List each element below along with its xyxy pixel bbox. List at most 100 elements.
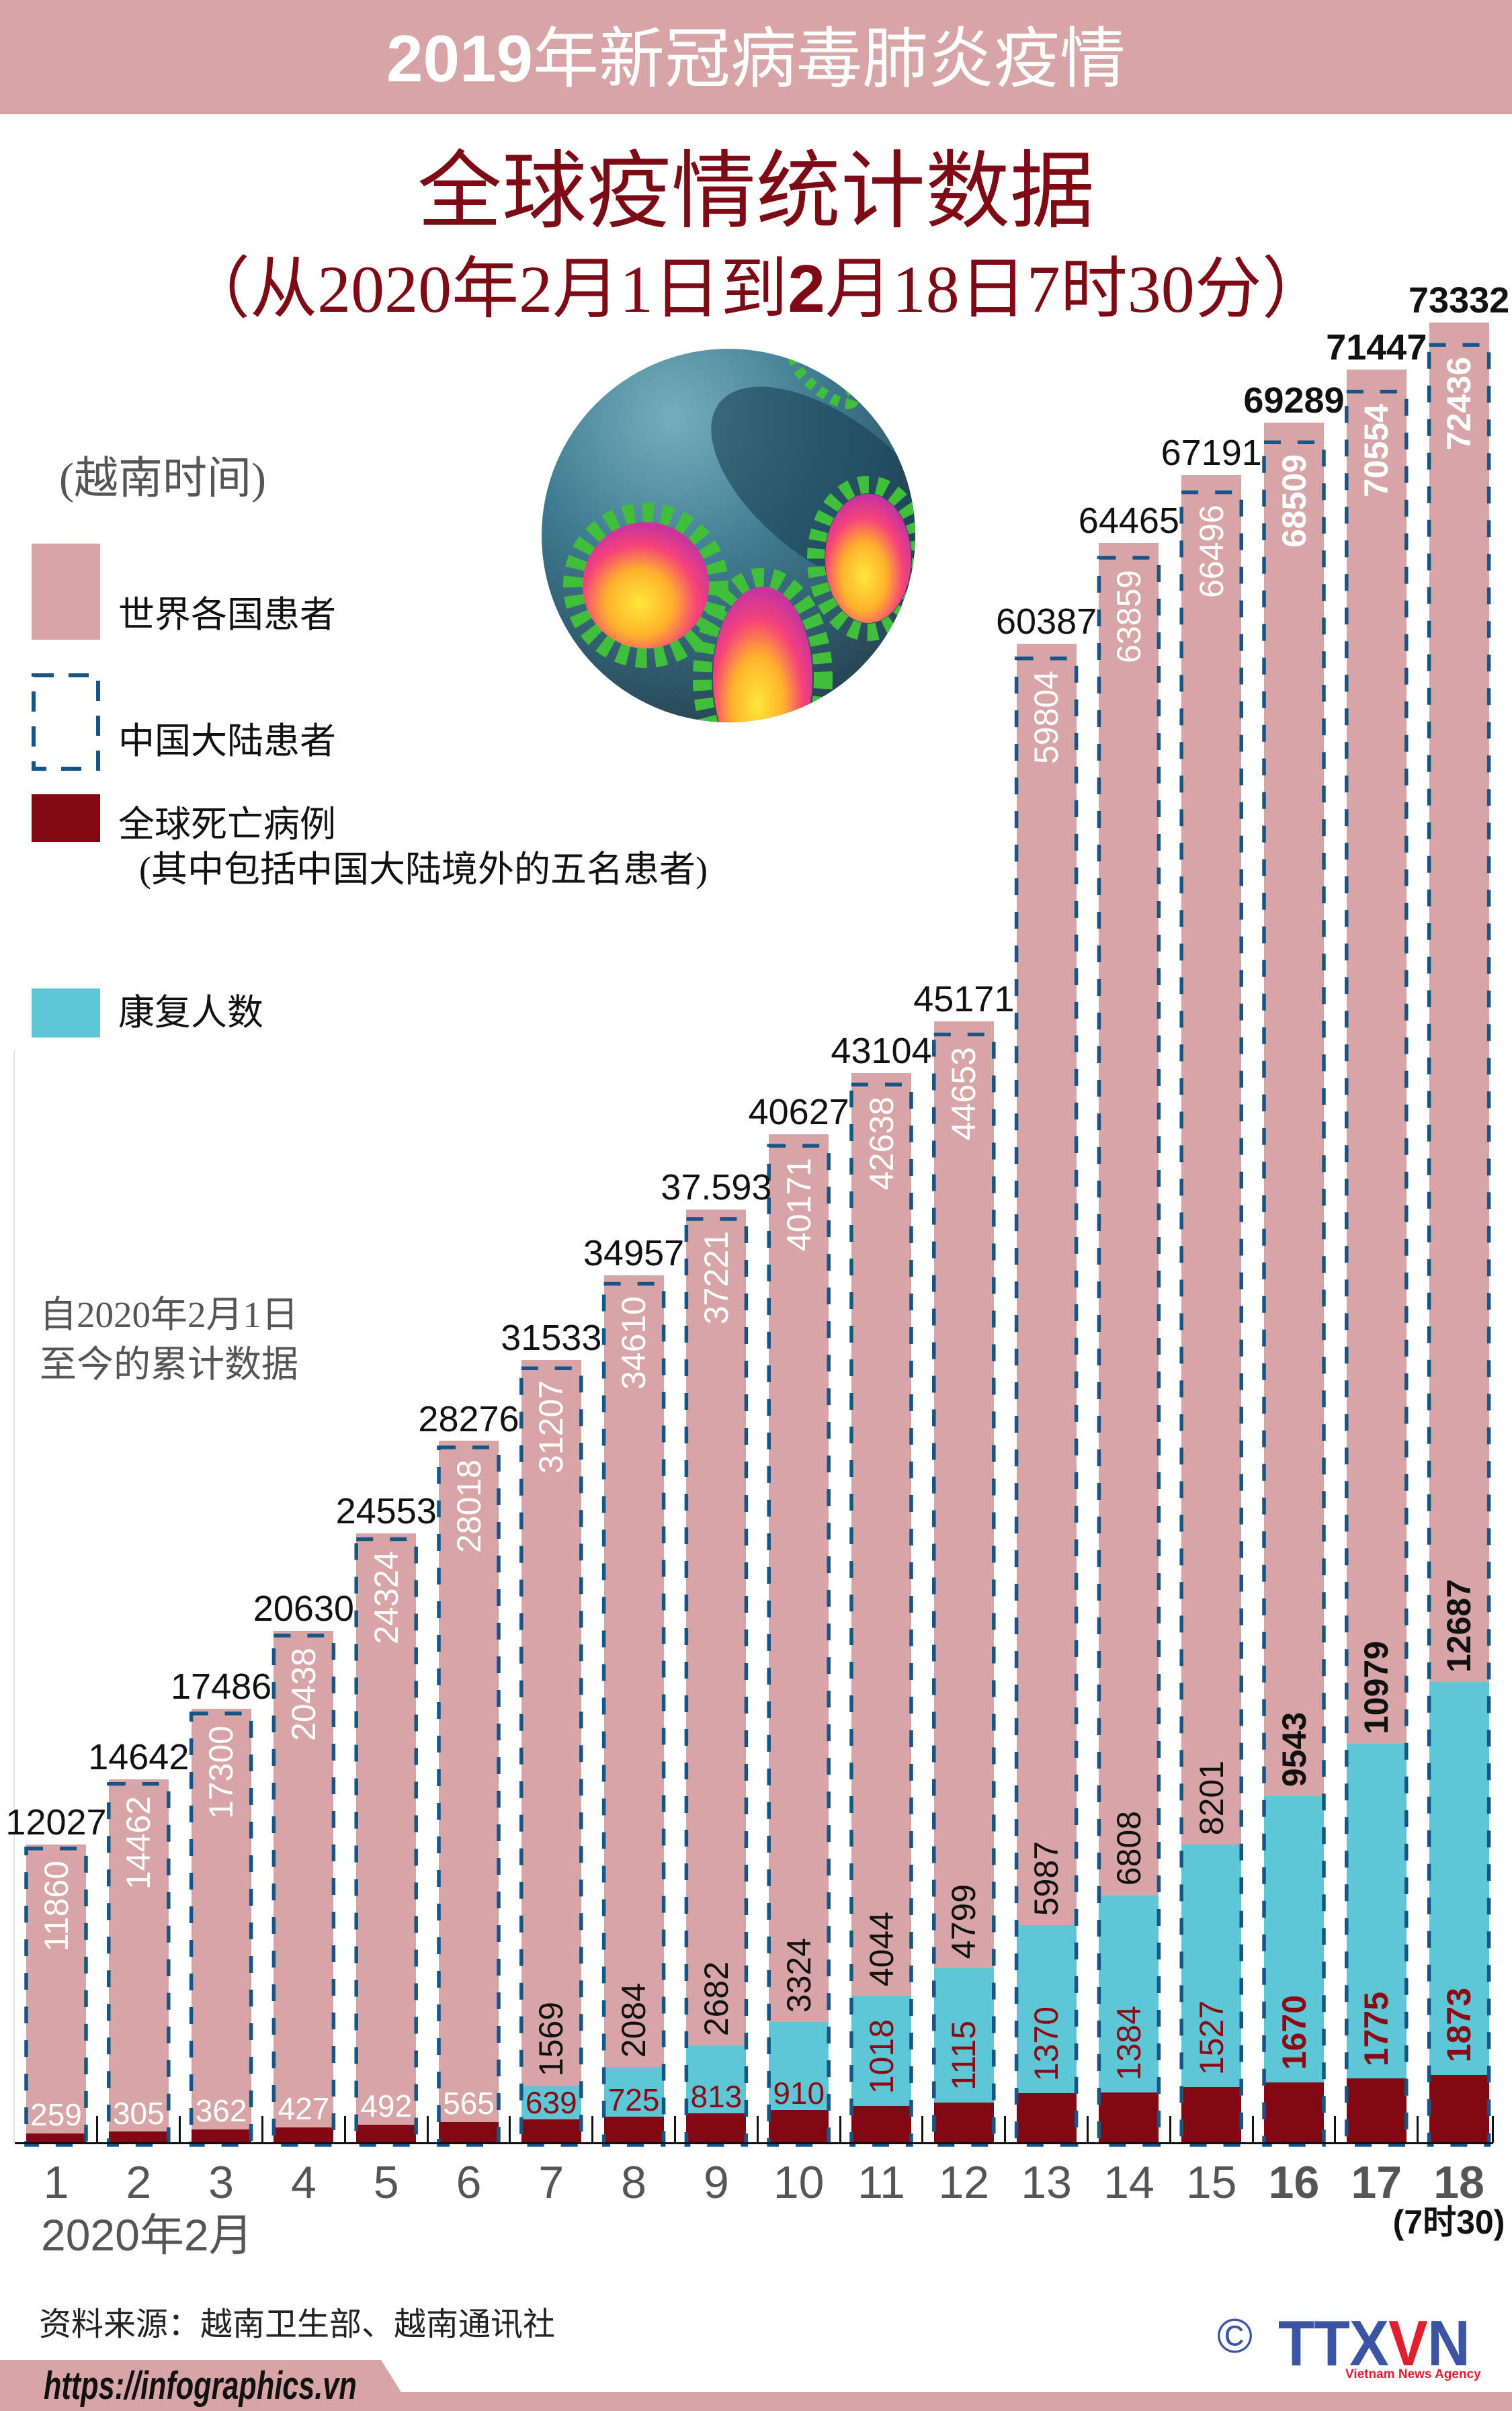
subtitle-bold: 2 — [788, 251, 825, 327]
china-label: 59804 — [1027, 670, 1066, 764]
bar-world-cases-day-1 — [26, 1844, 86, 2143]
china-outline-day-10 — [767, 1144, 831, 2147]
x-axis-line — [15, 2142, 1493, 2144]
logo-tagline: Vietnam News Agency — [1345, 2367, 1481, 2381]
legend-label-deaths: 全球死亡病例 — [118, 804, 336, 845]
death-label: 305 — [112, 2095, 165, 2131]
bar-deaths-day-3 — [191, 2129, 251, 2143]
legend-label-world-cases: 世界各国患者 — [118, 595, 336, 635]
bar-recovered-day-15 — [1181, 1845, 1242, 2143]
china-label: 24324 — [367, 1551, 405, 1645]
axis-tick — [261, 2116, 263, 2143]
x-axis-label-day-9: 9 — [703, 2157, 729, 2208]
bar-world-cases-day-8 — [603, 1275, 664, 2143]
china-outline-day-2 — [107, 1782, 171, 2147]
bar-recovered-day-18 — [1429, 1681, 1489, 2143]
bar-world-cases-day-6 — [439, 1441, 499, 2143]
china-label: 70554 — [1357, 403, 1396, 497]
page-title: 全球疫情统计数据 — [417, 146, 1095, 239]
subtitle-part2: 月18日7时30分） — [825, 252, 1329, 327]
death-label: 910 — [773, 2075, 825, 2111]
bar-recovered-day-13 — [1016, 1925, 1077, 2143]
china-label: 20438 — [284, 1648, 323, 1742]
website-link[interactable]: https://infographics.vn — [44, 2364, 357, 2408]
y-axis-line — [13, 1050, 15, 2143]
bar-deaths-day-17 — [1346, 2078, 1406, 2143]
china-label: 28018 — [450, 1460, 488, 1554]
total-label: 14642 — [88, 1737, 190, 1778]
x-axis-label-day-6: 6 — [456, 2157, 482, 2208]
header-title-year: 2019 — [386, 22, 533, 95]
china-label: 68509 — [1275, 454, 1313, 548]
header-title: 2019年新冠病毒肺炎疫情 — [0, 26, 1512, 91]
china-outline-day-5 — [354, 1537, 418, 2147]
bar-deaths-day-18 — [1429, 2074, 1489, 2143]
china-label: 17300 — [202, 1725, 241, 1819]
total-label: 60387 — [996, 601, 1097, 642]
x-axis-label-day-2: 2 — [126, 2157, 152, 2208]
axis-tick — [1169, 2116, 1171, 2143]
bar-recovered-day-9 — [686, 2045, 747, 2143]
legend-swatch-recovered — [32, 988, 100, 1038]
death-label: 1873 — [1440, 1988, 1478, 2063]
bar-recovered-day-12 — [933, 1968, 994, 2143]
bar-recovered-day-14 — [1099, 1895, 1159, 2143]
ttxvn-logo: TTXVN — [1278, 2312, 1470, 2376]
recovered-label: 5987 — [1027, 1841, 1066, 1916]
legend-swatch-world-cases — [32, 544, 100, 640]
death-label: 1115 — [945, 2020, 983, 2090]
axis-tick — [343, 2116, 346, 2143]
china-label: 42638 — [862, 1096, 900, 1190]
bar-world-cases-day-12 — [933, 1021, 994, 2143]
x-axis-label-day-10: 10 — [773, 2157, 825, 2208]
bar-deaths-day-14 — [1099, 2092, 1159, 2143]
x-axis-label-day-16: 16 — [1268, 2157, 1320, 2208]
bar-deaths-day-2 — [108, 2131, 169, 2143]
bar-deaths-day-4 — [274, 2127, 334, 2143]
bar-recovered-day-11 — [851, 1996, 911, 2143]
recovered-label: 4044 — [862, 1912, 900, 1987]
bar-world-cases-day-18 — [1429, 323, 1489, 2143]
axis-tick — [1087, 2116, 1089, 2143]
bar-deaths-day-16 — [1264, 2082, 1324, 2143]
axis-tick — [426, 2116, 429, 2143]
recovered-label: 12687 — [1440, 1578, 1478, 1673]
axis-tick — [1417, 2116, 1419, 2143]
death-label: 1527 — [1192, 2000, 1230, 2076]
bar-world-cases-day-2 — [108, 1779, 169, 2143]
death-label: 492 — [360, 2088, 413, 2124]
total-label: 67191 — [1161, 432, 1262, 473]
bar-deaths-day-1 — [26, 2133, 86, 2143]
death-label: 1775 — [1357, 1991, 1396, 2066]
china-outline-day-7 — [519, 1366, 583, 2147]
recovered-label: 3324 — [780, 1937, 818, 2013]
china-outline-day-8 — [601, 1281, 666, 2147]
bar-recovered-day-8 — [603, 2067, 664, 2143]
logo-text-part2: N — [1427, 2308, 1470, 2379]
x-axis-label-day-17: 17 — [1351, 2157, 1402, 2208]
bar-world-cases-day-14 — [1099, 542, 1159, 2143]
bar-world-cases-day-4 — [274, 1630, 334, 2143]
recovered-label: 8201 — [1192, 1761, 1230, 1836]
recovered-label: 6808 — [1109, 1811, 1148, 1886]
death-label: 1370 — [1027, 2006, 1066, 2081]
legend-label-china-cases: 中国大陆患者 — [118, 721, 336, 761]
page-subtitle: （从2020年2月1日到2月18日7时30分） — [0, 255, 1512, 323]
axis-tick — [674, 2116, 676, 2143]
x-axis-label-day-1: 1 — [43, 2157, 69, 2208]
x-axis-label-day-15: 15 — [1185, 2157, 1237, 2208]
total-label: 12027 — [5, 1802, 107, 1843]
bar-world-cases-day-15 — [1181, 474, 1242, 2143]
total-label: 34957 — [583, 1232, 685, 1273]
bar-recovered-day-7 — [521, 2086, 581, 2143]
source-text: 资料来源：越南卫生部、越南通讯社 — [39, 2307, 556, 2342]
china-outline-day-14 — [1097, 556, 1161, 2147]
legend-label-recovered: 康复人数 — [118, 992, 263, 1033]
total-label: 45171 — [913, 979, 1015, 1020]
total-label: 20630 — [253, 1588, 354, 1629]
bar-deaths-day-12 — [933, 2102, 994, 2143]
axis-tick — [756, 2116, 759, 2143]
total-label: 43104 — [831, 1030, 932, 1071]
china-outline-day-9 — [684, 1217, 749, 2147]
